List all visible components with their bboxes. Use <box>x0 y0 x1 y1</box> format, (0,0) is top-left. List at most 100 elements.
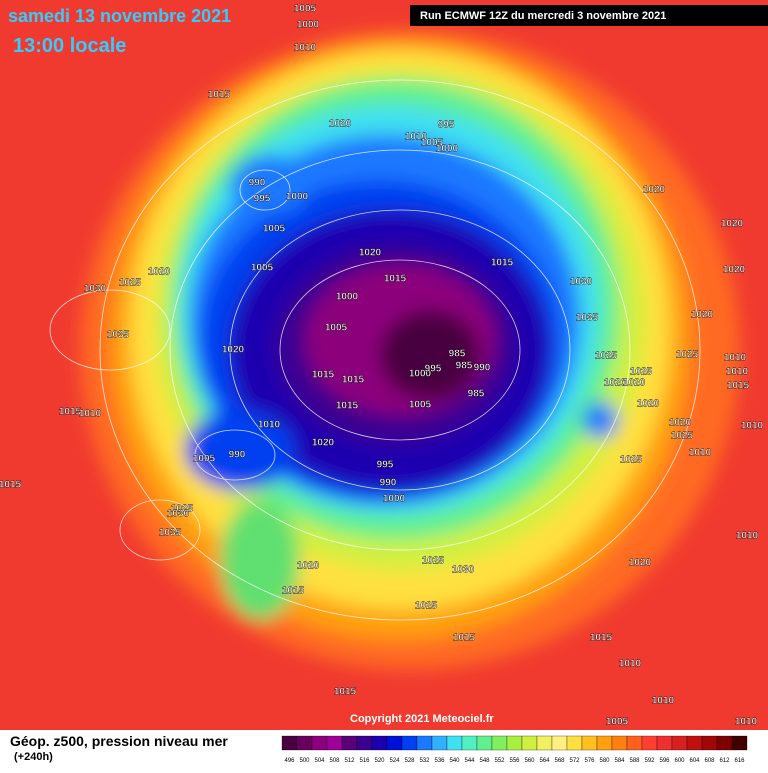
legend-label: 524 <box>389 758 400 764</box>
isobar-label: 1000 <box>336 292 359 303</box>
isobar-label: 1020 <box>721 219 744 230</box>
isobar-label: 1020 <box>297 561 320 572</box>
legend-swatch <box>521 735 538 751</box>
isobar-label: 1015 <box>342 375 365 386</box>
isobar-label: 1030 <box>570 277 593 288</box>
isobar-label: 1015 <box>590 633 613 644</box>
copyright: Copyright 2021 Meteociel.fr <box>350 713 494 725</box>
isobars <box>49 79 701 621</box>
isobar-label: 1000 <box>383 494 406 505</box>
legend-label: 604 <box>689 758 700 764</box>
legend-swatch <box>416 735 433 751</box>
isobar-label: 1020 <box>723 265 746 276</box>
field <box>0 0 768 730</box>
isobar-label: 1005 <box>409 400 432 411</box>
isobar-label: 990 <box>249 178 266 189</box>
isobar-label: 1020 <box>643 185 666 196</box>
legend-swatch <box>491 735 508 751</box>
isobar-label: 1010 <box>258 420 281 431</box>
legend-label: 568 <box>554 758 565 764</box>
isobar-label: 1025 <box>595 351 618 362</box>
lead: (+240h) <box>14 751 53 763</box>
isobar-label: 1015 <box>384 274 407 285</box>
isobar-label: 1010 <box>689 448 712 459</box>
legend-swatch <box>686 735 703 751</box>
legend-label: 600 <box>674 758 685 764</box>
legend-swatch <box>311 735 328 751</box>
isobar-label: 1020 <box>359 248 382 259</box>
isobar-label: 1010 <box>79 409 102 420</box>
isobar-label: 1010 <box>724 353 747 364</box>
isobar-label: 990 <box>474 363 491 374</box>
isobar-label: 1020 <box>312 438 335 449</box>
isobar-label: 1015 <box>727 381 750 392</box>
isobar-label: 1005 <box>325 323 348 334</box>
isobar-label: 995 <box>254 194 271 205</box>
legend-label: 584 <box>614 758 625 764</box>
legend-swatch <box>611 735 628 751</box>
isobar-label: 1020 <box>637 399 660 410</box>
isobar-label: 1005 <box>251 263 274 274</box>
legend-swatch <box>551 735 568 751</box>
isobar-label: 1035 <box>159 528 182 539</box>
isobar-label: 1020 <box>691 310 714 321</box>
isobar-label: 1010 <box>741 421 764 432</box>
time: 13:00 locale <box>13 35 126 57</box>
isobar-label: 1015 <box>208 90 231 101</box>
isobar-label: 1020 <box>329 119 352 130</box>
legend-swatch <box>356 735 373 751</box>
isobar-label: 1000 <box>409 369 432 380</box>
legend-swatch <box>701 735 718 751</box>
legend-label: 616 <box>734 758 745 764</box>
isobar-label: 1020 <box>623 378 646 389</box>
legend-label: 564 <box>539 758 550 764</box>
isobar-label: 1010 <box>619 659 642 670</box>
isobar-label: 1005 <box>606 717 629 728</box>
legend-label: 496 <box>284 758 295 764</box>
legend-swatch <box>626 735 643 751</box>
isobar-label: 1015 <box>453 633 476 644</box>
legend-label: 536 <box>434 758 445 764</box>
isobar-label: 1020 <box>222 345 245 356</box>
isobar-label: 1005 <box>421 138 444 149</box>
legend-label: 588 <box>629 758 640 764</box>
legend-swatch <box>326 735 343 751</box>
legend-label: 540 <box>449 758 460 764</box>
isobar-label: 1005 <box>263 224 286 235</box>
legend-label: 508 <box>329 758 340 764</box>
isobar-label: 1025 <box>676 350 699 361</box>
isobar-label: 1000 <box>297 20 320 31</box>
isobar-label: 1015 <box>282 586 305 597</box>
legend-swatch <box>461 735 478 751</box>
legend-label: 528 <box>404 758 415 764</box>
legend-label: 596 <box>659 758 670 764</box>
isobar-label: 1005 <box>193 454 216 465</box>
legend: 496 500 504 508 512 516 520 524 528 532 536 540 544 5… <box>281 735 748 764</box>
isobar-label: 1030 <box>84 284 107 295</box>
isobar-label: 1035 <box>107 330 130 341</box>
legend-label: 576 <box>584 758 595 764</box>
isobar-label: 1010 <box>294 43 317 54</box>
legend-label: 612 <box>719 758 730 764</box>
isobar-label: 1010 <box>405 132 428 143</box>
legend-swatch <box>716 735 733 751</box>
legend-label: 520 <box>374 758 385 764</box>
date: samedi 13 novembre 2021 <box>8 6 231 26</box>
isobar-label: 1025 <box>422 556 445 567</box>
footer-title: Géop. z500, pression niveau mer <box>10 733 228 749</box>
legend-swatch <box>596 735 613 751</box>
isobar-label: 1020 <box>629 558 652 569</box>
isobar-label: 995 <box>438 120 455 131</box>
isobar-label: 990 <box>380 478 397 489</box>
isobar-label: 1010 <box>736 531 759 542</box>
legend-swatch <box>446 735 463 751</box>
legend-swatch <box>566 735 583 751</box>
isobar-label: 1025 <box>620 455 643 466</box>
isobar-label: 1015 <box>59 407 82 418</box>
isobar-label: 1005 <box>294 4 317 15</box>
legend-swatch <box>281 735 298 751</box>
isobar-label: 1010 <box>652 696 675 707</box>
legend-swatch <box>431 735 448 751</box>
